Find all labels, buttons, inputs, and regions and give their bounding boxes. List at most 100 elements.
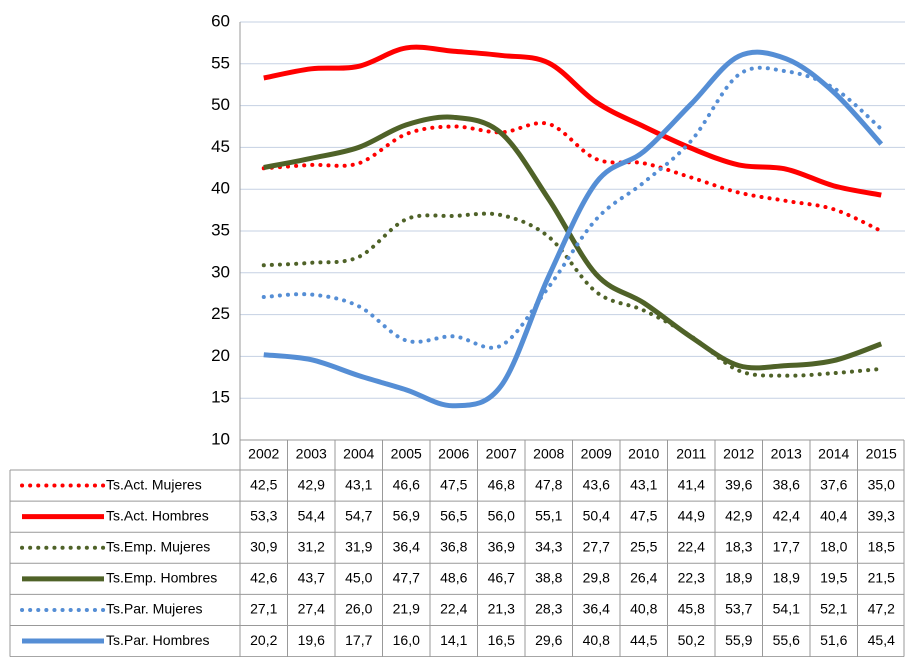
table-cell: 17,7 [345, 632, 372, 648]
table-cell: 50,2 [678, 632, 705, 648]
table-cell: 19,6 [298, 632, 325, 648]
legend-label: Ts.Act. Hombres [106, 507, 209, 523]
table-cell: 21,5 [868, 570, 895, 586]
table-cell: 18,3 [725, 538, 752, 554]
table-cell: 47,5 [440, 476, 467, 492]
table-cell: 36,4 [583, 601, 610, 617]
table-cell: 56,9 [393, 507, 420, 523]
legend-label: Ts.Par. Mujeres [106, 601, 202, 617]
table-cell: 55,1 [535, 507, 562, 523]
x-tick-label: 2011 [676, 446, 706, 462]
table-cell: 18,9 [773, 570, 800, 586]
x-tick-label: 2006 [438, 446, 469, 462]
table-cell: 54,1 [773, 601, 800, 617]
y-tick-label: 45 [211, 137, 230, 156]
table-cell: 40,8 [630, 601, 657, 617]
table-cell: 42,4 [773, 507, 800, 523]
y-tick-label: 40 [211, 179, 230, 198]
table-cell: 44,5 [630, 632, 657, 648]
table-cell: 16,0 [393, 632, 420, 648]
table-cell: 22,4 [440, 601, 467, 617]
table-cell: 42,9 [298, 476, 325, 492]
table-cell: 53,7 [725, 601, 752, 617]
table-cell: 46,8 [488, 476, 515, 492]
table-cell: 17,7 [773, 538, 800, 554]
table-cell: 30,9 [250, 538, 277, 554]
table-cell: 47,5 [630, 507, 657, 523]
x-tick-label: 2002 [248, 446, 279, 462]
table-cell: 43,6 [583, 476, 610, 492]
table-cell: 43,1 [630, 476, 657, 492]
legend-label: Ts.Par. Hombres [106, 632, 209, 648]
table-cell: 44,9 [678, 507, 705, 523]
table-cell: 40,8 [583, 632, 610, 648]
table-cell: 54,7 [345, 507, 372, 523]
table-cell: 18,5 [868, 538, 895, 554]
table-cell: 36,4 [393, 538, 420, 554]
table-cell: 42,5 [250, 476, 277, 492]
legend-label: Ts.Act. Mujeres [106, 476, 202, 492]
legend-label: Ts.Emp. Hombres [106, 570, 217, 586]
table-cell: 19,5 [820, 570, 847, 586]
series-line [263, 49, 884, 409]
y-tick-label: 20 [211, 346, 230, 365]
table-cell: 25,5 [630, 538, 657, 554]
table-cell: 39,3 [868, 507, 895, 523]
table-cell: 20,2 [250, 632, 277, 648]
table-cell: 29,6 [535, 632, 562, 648]
y-tick-label: 30 [211, 262, 230, 281]
x-tick-label: 2003 [296, 446, 327, 462]
x-tick-label: 2007 [486, 446, 517, 462]
series-line [261, 121, 884, 233]
table-cell: 29,8 [583, 570, 610, 586]
table-cell: 56,0 [488, 507, 515, 523]
table-cell: 46,7 [488, 570, 515, 586]
table-cell: 14,1 [440, 632, 467, 648]
table-cell: 45,8 [678, 601, 705, 617]
table-cell: 21,3 [488, 601, 515, 617]
x-tick-label: 2013 [771, 446, 802, 462]
table-cell: 56,5 [440, 507, 467, 523]
table-cell: 18,9 [725, 570, 752, 586]
table-cell: 36,8 [440, 538, 467, 554]
table-cell: 27,4 [298, 601, 325, 617]
series-line [263, 44, 882, 198]
table-cell: 50,4 [583, 507, 610, 523]
y-tick-label: 50 [211, 95, 230, 114]
table-cell: 47,8 [535, 476, 562, 492]
x-tick-label: 2008 [533, 446, 564, 462]
table-cell: 22,3 [678, 570, 705, 586]
x-tick-label: 2014 [818, 446, 849, 462]
table-cell: 31,2 [298, 538, 325, 554]
x-tick-label: 2010 [628, 446, 659, 462]
table-cell: 53,3 [250, 507, 277, 523]
table-cell: 18,0 [820, 538, 847, 554]
y-tick-label: 60 [211, 11, 230, 30]
table-cell: 37,6 [820, 476, 847, 492]
table-cell: 47,2 [868, 601, 895, 617]
table-cell: 26,0 [345, 601, 372, 617]
table-cell: 52,1 [820, 601, 847, 617]
table-cell: 51,6 [820, 632, 847, 648]
x-tick-label: 2009 [581, 446, 612, 462]
series-line [261, 65, 884, 350]
table-cell: 42,9 [725, 507, 752, 523]
table-cell: 16,5 [488, 632, 515, 648]
x-tick-label: 2012 [723, 446, 754, 462]
table-cell: 47,7 [393, 570, 420, 586]
table-cell: 42,6 [250, 570, 277, 586]
y-tick-label: 25 [211, 304, 230, 323]
table-cell: 35,0 [868, 476, 895, 492]
y-tick-label: 35 [211, 220, 230, 239]
x-tick-label: 2005 [391, 446, 422, 462]
table-cell: 46,6 [393, 476, 420, 492]
table-cell: 38,8 [535, 570, 562, 586]
table-cell: 45,4 [868, 632, 895, 648]
table-cell: 27,7 [583, 538, 610, 554]
y-tick-label: 10 [211, 429, 230, 448]
table-cell: 22,4 [678, 538, 705, 554]
table-cell: 43,7 [298, 570, 325, 586]
table-cell: 48,6 [440, 570, 467, 586]
table-cell: 45,0 [345, 570, 372, 586]
